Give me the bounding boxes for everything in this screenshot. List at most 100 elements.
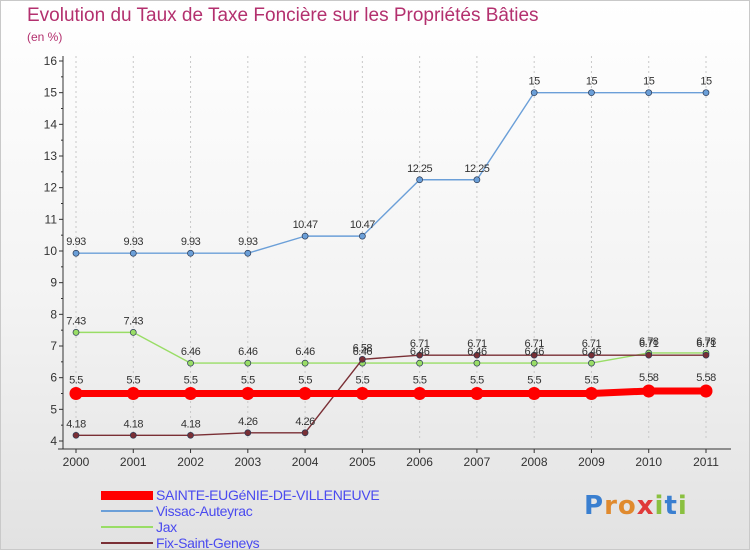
data-label: 5.5 (241, 375, 255, 387)
data-label: 6.78 (696, 336, 716, 348)
data-label: 12.25 (407, 163, 432, 175)
data-point (244, 249, 252, 257)
data-label: 5.5 (355, 375, 369, 387)
y-tick-label: 13 (44, 149, 58, 163)
series-line-3 (76, 354, 706, 436)
data-point (699, 384, 713, 398)
proxiti-logo: Proxiti (584, 491, 688, 521)
logo-letter: o (617, 491, 637, 521)
data-label: 5.5 (470, 375, 484, 387)
logo-letter: x (636, 491, 655, 521)
data-point (69, 387, 83, 400)
data-label: 10.47 (350, 219, 375, 231)
legend-swatch (101, 542, 153, 544)
x-tick-label: 2008 (521, 455, 548, 469)
data-point (187, 359, 194, 367)
chart-unit-label: (en %) (27, 30, 63, 44)
data-point (416, 359, 423, 367)
data-label: 6.71 (524, 338, 544, 350)
data-label: 9.93 (238, 236, 258, 248)
data-label: 6.46 (295, 346, 315, 358)
series-line-2 (76, 331, 706, 364)
y-tick-label: 15 (44, 86, 58, 100)
data-label: 5.5 (527, 375, 541, 387)
data-label: 6.58 (353, 342, 373, 354)
data-label: 15 (529, 76, 541, 88)
series-layer (69, 89, 713, 439)
data-label: 7.43 (124, 315, 144, 327)
logo-letter: r (604, 491, 618, 521)
x-tick-label: 2006 (406, 455, 433, 469)
y-tick-label: 14 (44, 117, 58, 131)
data-point (244, 429, 252, 437)
data-point (301, 359, 309, 367)
data-label: 5.5 (585, 375, 599, 387)
data-label: 6.71 (410, 338, 430, 350)
data-point (244, 359, 252, 367)
y-tick-label: 16 (44, 54, 58, 68)
data-point (588, 89, 595, 97)
legend-label: Jax (156, 519, 177, 535)
data-label: 6.46 (238, 346, 258, 358)
x-tick-label: 2000 (63, 455, 90, 469)
logo-letter: t (664, 491, 678, 521)
data-label: 5.58 (639, 372, 659, 384)
legend-item: Jax (101, 519, 431, 535)
data-point (702, 89, 710, 97)
data-label: 6.78 (639, 336, 659, 348)
x-tick-label: 2005 (349, 455, 376, 469)
data-label: 6.46 (582, 346, 602, 358)
data-point (702, 351, 710, 359)
logo-letter: i (654, 491, 665, 521)
series-line-1 (76, 91, 706, 254)
data-label: 6.46 (524, 346, 544, 358)
legend-swatch (101, 526, 153, 528)
data-label: 5.5 (298, 375, 312, 387)
logo-letter: i (677, 491, 688, 521)
data-label: 9.93 (66, 236, 86, 248)
data-label: 6.46 (467, 346, 487, 358)
chart-title: Evolution du Taux de Taxe Foncière sur l… (27, 5, 539, 26)
x-tick-label: 2001 (120, 455, 147, 469)
series-line-0 (76, 387, 706, 397)
legend-swatch (101, 490, 153, 500)
data-point (184, 387, 198, 400)
data-point (642, 384, 656, 398)
data-label: 5.5 (126, 375, 140, 387)
data-point (473, 351, 481, 359)
legend-label: SAINTE-EUGéNIE-DE-VILLENEUVE (156, 487, 380, 503)
data-point (416, 176, 423, 184)
data-label: 5.5 (413, 375, 427, 387)
data-point (584, 387, 598, 400)
data-label: 6.71 (696, 338, 716, 350)
data-point (359, 355, 366, 363)
data-point (298, 387, 312, 400)
legend-label: Vissac-Auteyrac (156, 503, 253, 519)
data-label: 5.58 (696, 372, 716, 384)
data-point (301, 429, 309, 437)
grid-layer (75, 56, 707, 441)
data-point (72, 249, 80, 257)
data-label: 6.71 (582, 338, 602, 350)
data-label: 6.46 (353, 346, 373, 358)
data-point (530, 89, 538, 97)
data-point (473, 359, 481, 367)
data-label: 6.71 (467, 338, 487, 350)
data-label: 9.93 (181, 236, 201, 248)
data-label: 15 (586, 76, 598, 88)
data-label: 6.71 (639, 338, 659, 350)
data-label: 12.25 (464, 163, 489, 175)
data-point (359, 232, 366, 240)
data-point (126, 387, 140, 400)
x-tick-label: 2011 (693, 455, 719, 469)
y-tick-label: 8 (50, 307, 57, 321)
data-point (355, 387, 369, 400)
data-point (416, 351, 423, 359)
data-label: 4.26 (238, 416, 258, 428)
x-tick-label: 2004 (292, 455, 319, 469)
legend-item: SAINTE-EUGéNIE-DE-VILLENEUVE (101, 487, 431, 503)
y-tick-label: 10 (44, 244, 58, 258)
y-tick-label: 9 (50, 276, 57, 290)
